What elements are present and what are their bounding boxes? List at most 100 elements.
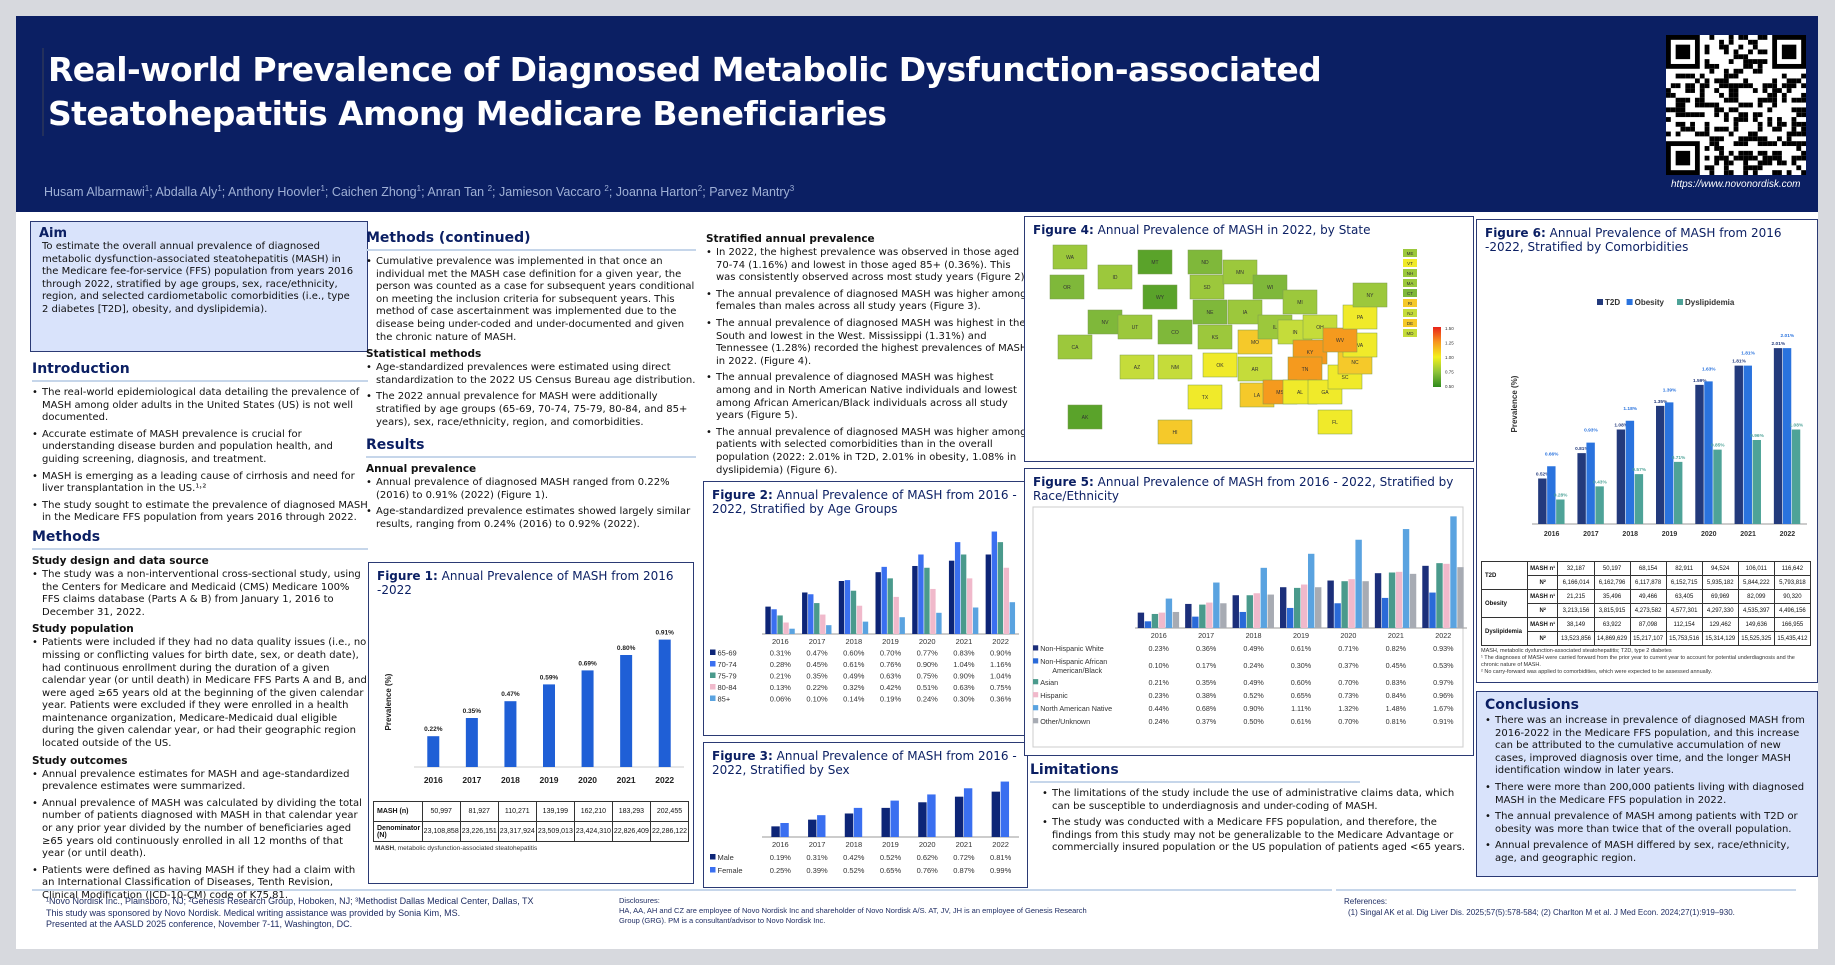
- x-tick-label: 2021: [1740, 531, 1756, 538]
- table-cell: 112,154: [1665, 617, 1703, 632]
- table-cell: 49,466: [1629, 589, 1667, 604]
- table-cell: 3,213,156: [1557, 603, 1595, 618]
- qr-module: [1738, 44, 1744, 50]
- qr-module: [1719, 150, 1724, 156]
- data-label: 0.80%: [617, 645, 636, 652]
- qr-module: [1723, 126, 1729, 132]
- qr-module: [1757, 165, 1763, 171]
- qr-module: [1738, 102, 1744, 108]
- qr-module: [1699, 102, 1705, 108]
- table-cell: 82,911: [1665, 561, 1703, 576]
- qr-finder: [1675, 44, 1691, 60]
- bar: [1713, 449, 1722, 524]
- bar: [850, 590, 857, 634]
- row-header: MASH n¹: [1526, 561, 1559, 576]
- qr-module: [1777, 136, 1782, 142]
- qr-module: [1714, 102, 1720, 108]
- author-name: Caichen Zhong1: [331, 184, 422, 200]
- column-1: Introduction The real-world epidemiologi…: [32, 361, 368, 907]
- inset-state-ri: [1403, 299, 1417, 307]
- table-cell: 106,011: [1737, 561, 1775, 576]
- bar: [1000, 781, 1010, 837]
- qr-module: [1772, 83, 1778, 89]
- table-cell: 15,435,412: [1773, 631, 1812, 646]
- qr-module: [1704, 63, 1710, 69]
- qr-module: [1738, 141, 1744, 147]
- column-2: Methods (continued) Cumulative prevalenc…: [366, 230, 696, 536]
- bar: [783, 622, 789, 634]
- table-cell: 5,844,222: [1737, 575, 1775, 590]
- qr-module: [1704, 165, 1710, 171]
- qr-url[interactable]: https://www.novonordisk.com: [1671, 179, 1801, 190]
- bar: [1165, 598, 1173, 628]
- qr-module: [1680, 102, 1686, 108]
- data-value: 1.04%: [990, 672, 1012, 681]
- legend-swatch: [1597, 299, 1603, 305]
- qr-module: [1777, 121, 1782, 127]
- data-value: 0.87%: [953, 866, 975, 875]
- qr-module: [1801, 112, 1806, 118]
- x-tick-label: 2017: [809, 840, 826, 849]
- author-affiliation: 2: [487, 184, 493, 193]
- state-label: SC: [1342, 375, 1349, 381]
- table-cell: 15,314,129: [1701, 631, 1739, 646]
- row-header: Denominator (N): [373, 821, 423, 842]
- data-value: 0.72%: [953, 853, 975, 862]
- state-label: UT: [1132, 325, 1139, 331]
- bar: [899, 617, 905, 634]
- bar: [1374, 573, 1382, 628]
- poster: Real-world Prevalence of Diagnosed Metab…: [16, 16, 1818, 949]
- list-item: Annual prevalence of diagnosed MASH rang…: [366, 477, 696, 502]
- conclusions-box: Conclusions There was an increase in pre…: [1476, 691, 1818, 877]
- state-mt: [1137, 249, 1173, 275]
- bar: [893, 596, 899, 634]
- bar: [972, 607, 979, 634]
- qr-module: [1791, 78, 1797, 84]
- bar: [1213, 582, 1220, 628]
- data-label: 1.59%: [1693, 378, 1707, 384]
- bar: [918, 554, 924, 634]
- qr-code-icon[interactable]: [1666, 35, 1806, 175]
- state-label: AR: [1252, 367, 1259, 373]
- x-tick-label: 2020: [578, 775, 597, 785]
- data-value: 0.38%: [1196, 691, 1217, 700]
- data-label: 1.81%: [1741, 351, 1755, 357]
- row-header: N²: [1526, 575, 1559, 590]
- bar: [826, 625, 832, 634]
- bar: [1315, 587, 1322, 628]
- bar: [1381, 597, 1389, 628]
- qr-module: [1699, 92, 1705, 98]
- bar: [1003, 567, 1010, 634]
- legend-label: Dyslipidemia: [1685, 298, 1735, 307]
- bar: [954, 542, 961, 634]
- bar: [581, 670, 594, 767]
- data-label: 1.81%: [1732, 359, 1746, 365]
- qr-module: [1704, 146, 1710, 151]
- qr-module: [1757, 141, 1763, 147]
- qr-module: [1752, 44, 1758, 50]
- table-cell: 21,215: [1557, 589, 1595, 604]
- state-sd: [1189, 274, 1225, 300]
- x-tick-label: 2018: [1622, 531, 1638, 538]
- state-label: NM: [1171, 365, 1179, 371]
- figure-6-table: T2D MASH n¹ 32,187 50,197 68,154 82,911 94,524…: [1481, 561, 1812, 646]
- state-label: MT: [1151, 260, 1158, 266]
- population-list: Patients were included if they had no da…: [32, 637, 368, 750]
- x-tick-label: 2021: [617, 775, 636, 785]
- bar: [1334, 603, 1341, 628]
- state-label: OK: [1216, 363, 1224, 369]
- bar: [1260, 567, 1267, 628]
- table-cell: 23,424,310: [573, 821, 613, 842]
- list-item: Patients were defined as having MASH if …: [32, 865, 368, 903]
- qr-module: [1762, 150, 1768, 156]
- qr-module: [1666, 88, 1671, 93]
- qr-module: [1791, 160, 1797, 166]
- data-value: 0.49%: [1243, 678, 1264, 687]
- bar: [1009, 602, 1016, 634]
- state-label: MS: [1276, 390, 1284, 396]
- data-value: 0.50%: [1243, 717, 1264, 726]
- x-tick-label: 2022: [992, 840, 1009, 849]
- data-value: 0.39%: [806, 866, 828, 875]
- data-value: 0.65%: [880, 866, 902, 875]
- data-label: 1.08%: [1790, 423, 1804, 429]
